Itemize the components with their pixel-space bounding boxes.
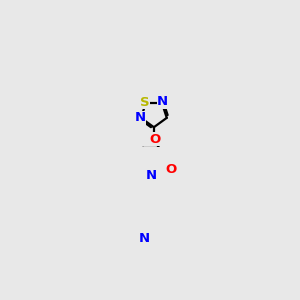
Text: N: N: [146, 169, 157, 182]
Text: S: S: [140, 96, 149, 109]
Text: N: N: [139, 232, 150, 244]
Text: O: O: [149, 133, 160, 146]
Text: O: O: [165, 163, 176, 176]
Text: N: N: [134, 111, 146, 124]
Text: N: N: [157, 95, 168, 108]
